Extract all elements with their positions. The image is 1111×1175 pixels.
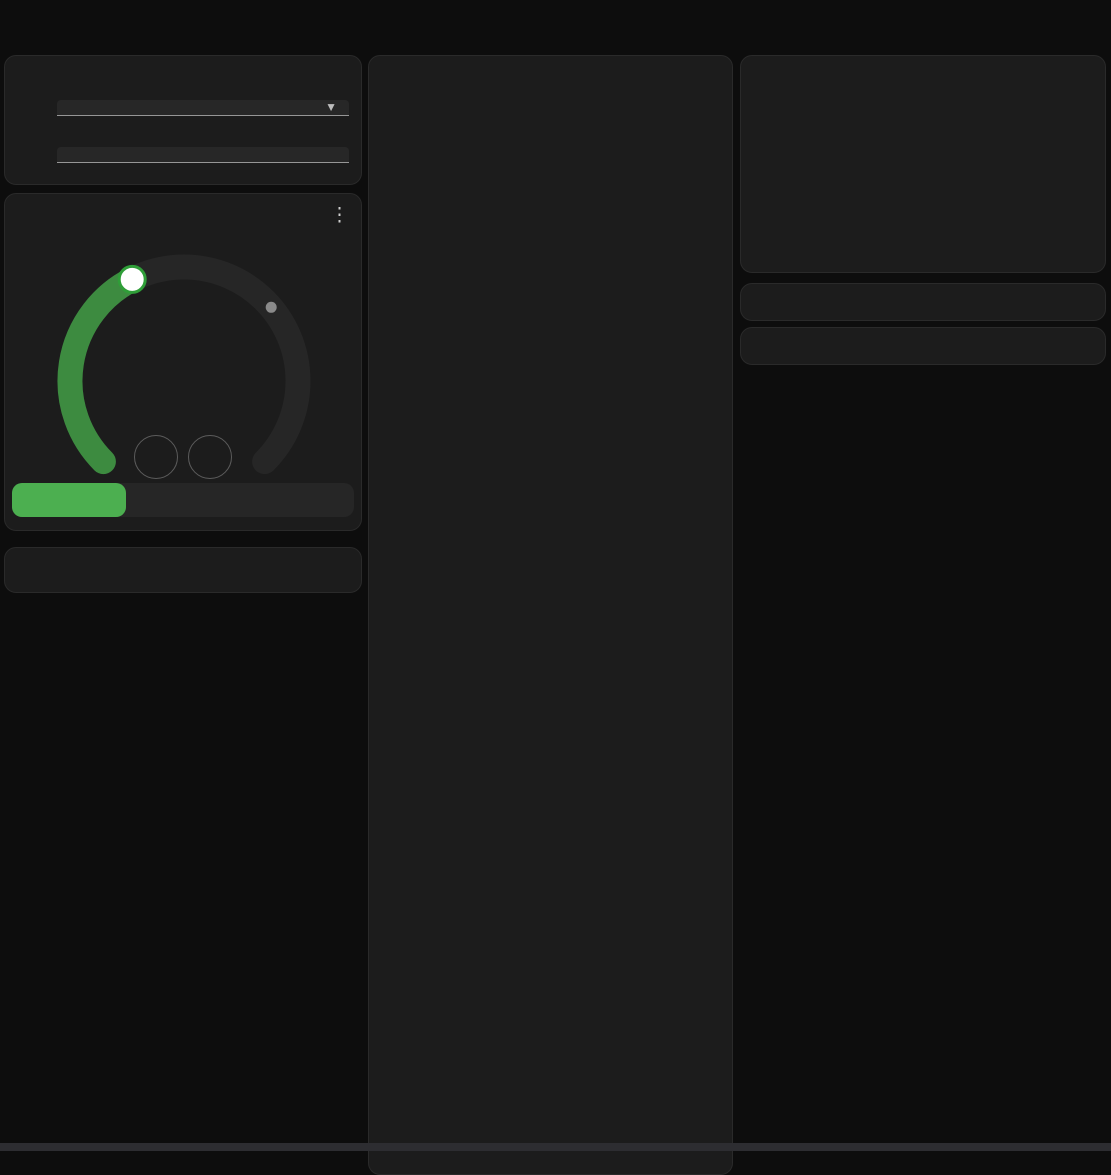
chart-legend [741, 66, 1105, 88]
memory-chart-card [740, 55, 1106, 273]
shower-alert-card[interactable] [4, 547, 362, 593]
thermostat-card-title [5, 56, 361, 84]
more-options-icon[interactable]: ⋮ [330, 205, 349, 226]
temperature-card-title [741, 328, 1105, 356]
mode-select[interactable]: ▼ [57, 99, 349, 116]
dial-active-arc [57, 266, 145, 475]
temp-increase-button[interactable] [188, 435, 232, 479]
thermostat-card: ▼ [4, 55, 362, 185]
temperature-dial[interactable] [39, 236, 329, 526]
device-card [740, 283, 1106, 321]
mode-select-row: ▼ [5, 84, 361, 131]
switchtime-input[interactable] [57, 146, 349, 163]
thermostat-dial-card: ⋮ [4, 193, 362, 531]
dial-knob[interactable] [117, 264, 147, 294]
bottom-scroll-strip [0, 1143, 1111, 1151]
mode-heat-button[interactable] [126, 483, 240, 517]
hvac-mode-row [12, 483, 354, 517]
temp-decrease-button[interactable] [134, 435, 178, 479]
mode-auto-button[interactable] [12, 483, 126, 517]
memory-chart[interactable] [741, 88, 1105, 274]
current-temp-dot [265, 301, 277, 313]
temperature-card [740, 327, 1106, 365]
boiler-card-title [369, 56, 732, 84]
switchtime-row [5, 131, 361, 178]
boiler-card [368, 55, 733, 1175]
chevron-down-icon: ▼ [325, 100, 337, 114]
mode-off-button[interactable] [240, 483, 354, 517]
device-card-title [741, 284, 1105, 312]
dial-card-title [5, 194, 361, 209]
